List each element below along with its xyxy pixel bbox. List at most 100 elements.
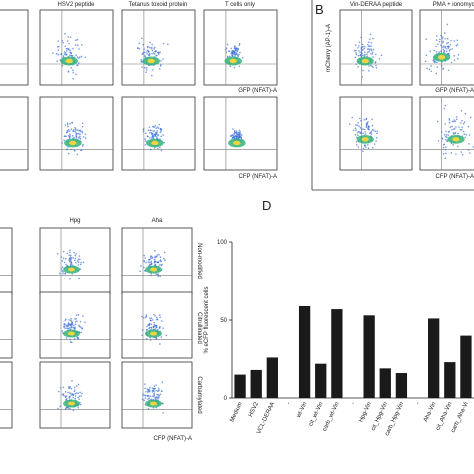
density-dot (450, 152, 453, 154)
density-dot (354, 127, 357, 130)
density-dot (74, 393, 76, 395)
panel-letter: D (262, 198, 271, 213)
density-dot (69, 249, 71, 251)
density-dot (80, 261, 82, 264)
density-dot (227, 50, 230, 53)
density-dot (73, 150, 76, 152)
density-dot (462, 122, 465, 125)
density-dot (442, 46, 444, 49)
density-dot (162, 134, 164, 136)
density-dot (62, 393, 65, 395)
density-dot (443, 107, 446, 110)
density-dot (75, 392, 78, 394)
density-dot (233, 47, 236, 49)
density-dot (78, 398, 80, 400)
density-dot (78, 56, 81, 59)
density-dot (153, 258, 156, 261)
density-dot (69, 133, 71, 136)
x-tick-label: HSV2 (248, 401, 260, 418)
x-tick-label: carb_Aha-Vi (450, 401, 469, 433)
density-dot (357, 121, 360, 124)
density-dot (462, 130, 465, 133)
density-dot (138, 42, 141, 45)
density-dot (73, 390, 76, 393)
density-dot (446, 37, 449, 40)
density-dot (370, 48, 372, 50)
density-dot (430, 65, 433, 67)
density-dot (72, 396, 75, 399)
flow-plot (121, 9, 196, 86)
density-dot (375, 140, 377, 142)
density-dot (435, 39, 438, 41)
density-dot (156, 393, 158, 396)
density-dot (81, 327, 84, 329)
density-dot (79, 137, 81, 139)
density-dot (237, 133, 239, 136)
x-tick-label: cit_Hpg-Vin (371, 401, 389, 432)
density-dot (154, 261, 157, 263)
density-dot (369, 132, 371, 134)
density-dot (77, 261, 80, 264)
density-dot (157, 133, 159, 136)
density-dot (68, 319, 70, 321)
density-dot (63, 261, 66, 264)
bar (234, 374, 246, 398)
density-dot (73, 128, 75, 131)
density-dot (149, 131, 151, 134)
density-dot (140, 59, 142, 61)
density-dot (234, 54, 237, 56)
density-dot (57, 53, 60, 56)
density-dot (77, 136, 80, 139)
density-dot (366, 122, 368, 125)
density-dot (371, 129, 374, 131)
density-dot (149, 137, 151, 139)
density-dot (440, 64, 443, 67)
density-dot (425, 54, 428, 57)
density-dot (435, 45, 437, 48)
density-core (68, 331, 75, 336)
x-tick-label: Medium (229, 401, 243, 423)
density-core (68, 401, 75, 406)
flow-plot (0, 227, 13, 295)
density-dot (151, 74, 153, 77)
density-dot (364, 131, 367, 133)
axis-label: GFP (NFAT)-A (435, 88, 474, 94)
density-dot (454, 120, 457, 123)
flow-plot (203, 9, 278, 86)
density-dot (69, 338, 71, 341)
density-dot (142, 130, 145, 133)
density-dot (156, 254, 159, 256)
flow-plot (0, 9, 29, 86)
density-dot (148, 322, 151, 325)
density-dot (158, 397, 160, 399)
density-dot (160, 135, 162, 138)
density-dot (456, 57, 459, 60)
density-dot (146, 135, 149, 138)
density-dot (455, 44, 458, 47)
density-dot (238, 134, 241, 136)
density-dot (441, 36, 444, 38)
density-dot (66, 40, 69, 42)
density-dot (370, 45, 372, 47)
density-dot (153, 393, 155, 396)
density-dot (72, 409, 75, 412)
density-dot (144, 387, 146, 390)
density-dot (77, 314, 80, 316)
density-dot (159, 316, 161, 319)
density-dot (65, 53, 67, 55)
density-dot (359, 127, 362, 129)
flow-plot (419, 9, 474, 86)
density-core (151, 140, 159, 146)
density-dot (82, 136, 85, 138)
density-dot (235, 131, 237, 134)
density-dot (360, 132, 362, 134)
density-dot (159, 263, 161, 266)
density-dot (362, 150, 364, 153)
bar (444, 362, 456, 398)
density-dot (368, 51, 370, 53)
density-dot (443, 49, 446, 52)
density-dot (75, 317, 77, 320)
density-dot (444, 37, 446, 40)
density-dot (455, 126, 457, 128)
column-title: Vin-DERAA peptide (350, 2, 403, 8)
